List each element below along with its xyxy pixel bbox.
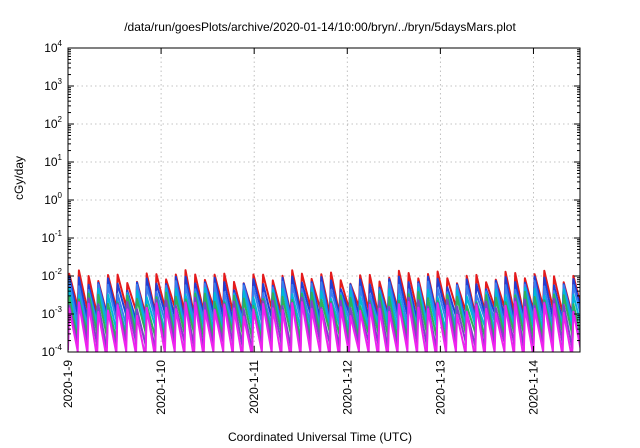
x-tick-label: 2020-1-11: [247, 360, 261, 414]
x-axis-label: Coordinated Universal Time (UTC): [227, 430, 413, 444]
series-line: [68, 300, 580, 352]
y-tick-label: 103: [44, 77, 62, 93]
x-tick-label: 2020-1-12: [340, 360, 354, 415]
chart-title: /data/run/goesPlots/archive/2020-01-14/1…: [124, 20, 516, 34]
y-tick-label: 10-1: [42, 229, 63, 245]
x-tick-label: 2020-1-9: [61, 360, 75, 408]
series-lines: [68, 269, 580, 352]
y-tick-label: 10-3: [42, 305, 63, 321]
y-tick-label: 10-2: [42, 267, 63, 283]
y-tick-label: 100: [44, 191, 62, 207]
x-axis-ticks: 2020-1-9 2020-1-10 2020-1-11 2020-1-12 2020-…: [61, 48, 540, 415]
y-axis-ticks: 104 103 102 101 100 10-1 10-2 10-3 10-4: [42, 39, 580, 359]
y-tick-label: 10-4: [42, 343, 63, 359]
y-axis-label: cGy/day: [12, 155, 26, 200]
y-tick-label: 101: [44, 153, 62, 169]
x-tick-label: 2020-1-13: [433, 360, 447, 415]
x-tick-label: 2020-1-14: [526, 360, 540, 415]
y-tick-label: 104: [44, 39, 62, 55]
x-tick-label: 2020-1-10: [154, 360, 168, 415]
y-tick-label: 102: [44, 115, 62, 131]
